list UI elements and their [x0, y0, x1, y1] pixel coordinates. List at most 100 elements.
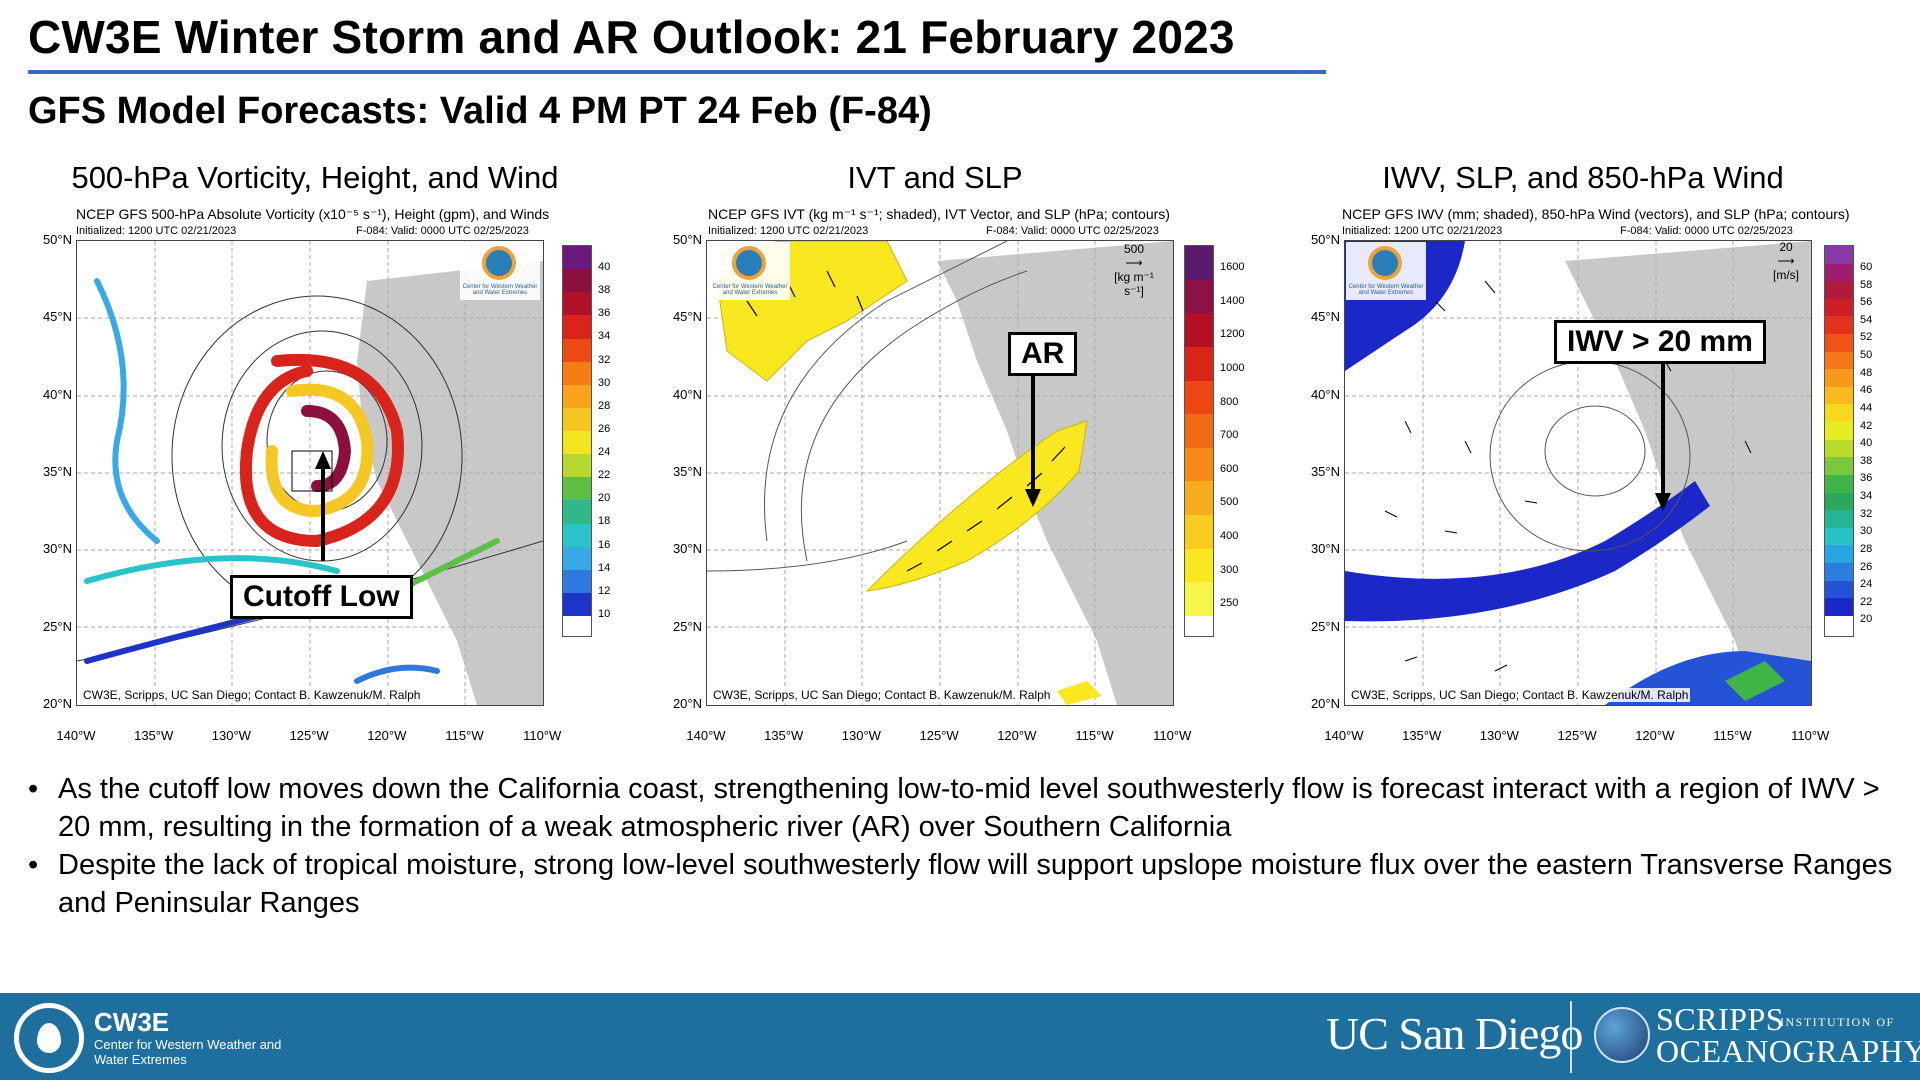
colorbar-swatch	[1825, 422, 1853, 440]
colorbar-swatch	[1825, 298, 1853, 317]
scripps-name: SCRIPPS	[1656, 1001, 1785, 1037]
latitude-tick-label: 35°N	[1310, 463, 1340, 479]
longitude-tick-label: 120°W	[997, 728, 1037, 743]
bullet-text: As the cutoff low moves down the Califor…	[58, 773, 1880, 843]
longitude-tick-label: 115°W	[445, 728, 484, 743]
colorbar-tick-label: 600	[1220, 462, 1239, 475]
colorbar-swatch	[563, 616, 591, 636]
longitude-tick-label: 120°W	[367, 728, 407, 743]
colorbar-tick-label: 1600	[1220, 261, 1245, 273]
colorbar-swatch	[1825, 510, 1853, 528]
colorbar-swatch	[563, 246, 591, 270]
latitude-tick-label: 50°N	[42, 232, 72, 247]
cw3e-subtitle: Center for Western Weather and Water Ext…	[94, 1037, 282, 1067]
bullet-list: • As the cutoff low moves down the Califo…	[28, 770, 1908, 922]
ref-vector-units: [m/s]	[1773, 268, 1799, 282]
colorbar-tick-label: 800	[1220, 395, 1239, 408]
colorbar-swatch	[1185, 246, 1213, 280]
colorbar-tick-label: 1400	[1220, 294, 1245, 307]
colorbar-swatch	[1825, 369, 1853, 387]
colorbar-swatch	[1825, 404, 1853, 423]
longitude-tick-label: 130°W	[1479, 728, 1519, 743]
colorbar-swatch	[1825, 386, 1853, 405]
valid-time: F-084: Valid: 0000 UTC 02/25/2023	[986, 225, 1159, 237]
colorbar-tick-label: 26	[598, 422, 611, 435]
colorbar-swatch	[1825, 562, 1853, 581]
ivt-plume-south	[1057, 681, 1102, 705]
colorbar-tick-label: 500	[1220, 496, 1239, 509]
longitude-tick-label: 135°W	[134, 728, 174, 743]
latitude-tick-label: 50°N	[1310, 232, 1340, 247]
bullet-text: Despite the lack of tropical moisture, s…	[58, 849, 1893, 919]
latitude-tick-label: 25°N	[1310, 618, 1340, 634]
latitude-tick-label: 40°N	[672, 386, 702, 402]
logo-mini: Center for Western Weather and Water Ext…	[710, 242, 790, 300]
colorbar-swatch	[1825, 545, 1853, 563]
map-frame: CW3E, Scripps, UC San Diego; Contact B. …	[706, 240, 1174, 706]
colorbar-tick-label: 24	[1860, 578, 1873, 591]
colorbar-swatch	[1185, 346, 1213, 381]
callout-cutoff-low: Cutoff Low	[230, 575, 413, 619]
longitude-tick-label: 140°W	[686, 728, 726, 743]
colorbar-swatch	[1185, 414, 1213, 448]
landmass	[357, 261, 543, 705]
colorbar-tick-label: 32	[1860, 507, 1873, 520]
latitude-tick-label: 30°N	[42, 541, 72, 557]
longitude-tick-label: 130°W	[211, 728, 251, 743]
cw3e-mini-icon	[732, 246, 766, 280]
ref-vector-units: [kg m⁻¹ s⁻¹]	[1114, 270, 1154, 298]
latitude-tick-label: 50°N	[672, 232, 702, 247]
scripps-oceanography: OCEANOGRAPHY	[1656, 1033, 1920, 1069]
colorbar-tick-label: 30	[598, 376, 611, 389]
colorbar-tick-label: 34	[1860, 490, 1873, 503]
latitude-tick-label: 30°N	[1310, 541, 1340, 557]
longitude-tick-label: 120°W	[1635, 728, 1675, 743]
scripps-globe-icon	[1594, 1007, 1650, 1063]
ref-vector-value: 500	[1123, 242, 1145, 256]
colorbar-swatch	[1825, 334, 1853, 352]
longitude-tick-label: 135°W	[1402, 728, 1442, 743]
colorbar-swatch	[1825, 457, 1853, 475]
title-underline	[28, 70, 1326, 74]
colorbar-tick-label: 28	[598, 399, 611, 412]
latitude-tick-label: 20°N	[1310, 695, 1340, 711]
map-frame: CW3E, Scripps, UC San Diego; Contact B. …	[1344, 240, 1812, 706]
latitude-tick-label: 20°N	[42, 695, 72, 711]
longitude-tick-label: 130°W	[841, 728, 881, 743]
colorbar-tick-label: 12	[598, 584, 611, 597]
panel-heading: IVT and SLP	[847, 160, 1023, 195]
panel-heading: 500-hPa Vorticity, Height, and Wind	[71, 160, 559, 195]
latitude-tick-label: 40°N	[42, 386, 72, 402]
colorbar-swatch	[1825, 263, 1853, 282]
colorbar-swatch	[1825, 439, 1853, 458]
colorbar-swatch	[563, 454, 591, 478]
colorbar-swatch	[1185, 515, 1213, 549]
colorbar-tick-label: 22	[1860, 595, 1873, 608]
latitude-tick-label: 30°N	[672, 541, 702, 557]
latitude-tick-label: 45°N	[1310, 309, 1340, 325]
map-credit: CW3E, Scripps, UC San Diego; Contact B. …	[81, 688, 423, 702]
colorbar-tick-label: 14	[598, 561, 611, 574]
colorbar-tick-label: 28	[1860, 542, 1873, 555]
longitude-tick-label: 115°W	[1713, 728, 1752, 743]
colorbar-swatch	[1185, 548, 1213, 583]
footer-bar: CW3E Center for Western Weather and Wate…	[0, 993, 1920, 1080]
colorbar-swatch	[563, 292, 591, 316]
colorbar-swatch	[563, 384, 591, 408]
colorbar-tick-label: 400	[1220, 530, 1239, 543]
colorbar-swatch	[563, 315, 591, 339]
latitude-tick-label: 35°N	[42, 463, 72, 479]
colorbar-swatch	[1185, 380, 1213, 415]
cw3e-mini-icon	[482, 246, 516, 280]
colorbar-tick-label: 300	[1220, 563, 1239, 576]
footer-divider	[1570, 1001, 1572, 1073]
colorbar-swatch	[1825, 246, 1853, 264]
panel-vorticity: 500-hPa Vorticity, Height, and Wind NCEP…	[30, 160, 640, 745]
logo-mini-text: Center for Western Weather and Water Ext…	[462, 284, 538, 296]
colorbar-swatch	[563, 269, 591, 293]
colorbar-tick-label: 40	[598, 261, 611, 273]
latitude-tick-label: 25°N	[42, 618, 72, 634]
callout-ar: AR	[1008, 332, 1078, 376]
colorbar-swatch	[1825, 281, 1853, 299]
panel-iwv: IWV, SLP, and 850-hPa Wind NCEP GFS IWV …	[1298, 160, 1908, 745]
